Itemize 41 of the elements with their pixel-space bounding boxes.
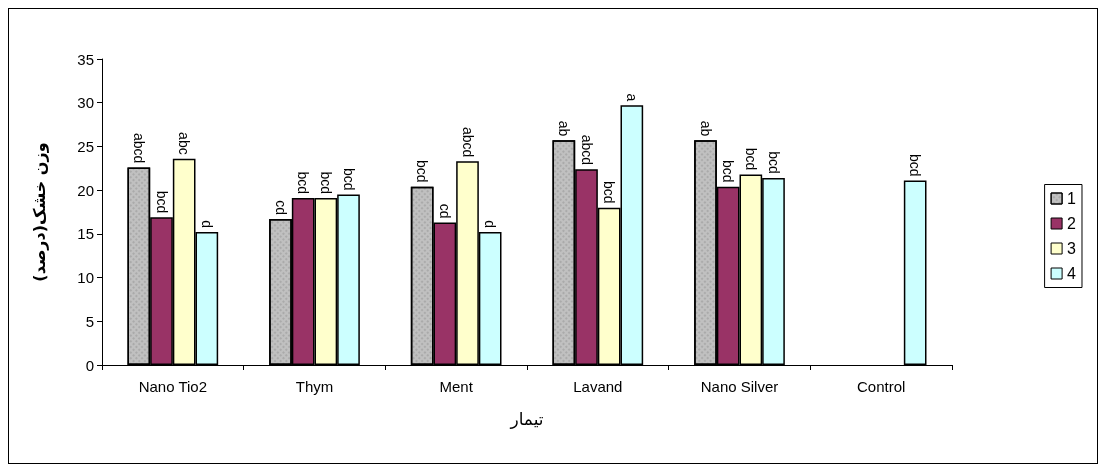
data-label: bcd: [153, 190, 170, 214]
legend-label: 2: [1067, 215, 1077, 232]
x-tick-label: Control: [856, 378, 906, 395]
y-axis-title: وزن خشک(درصد): [29, 142, 49, 282]
data-label: cd: [436, 203, 453, 219]
legend-label: 3: [1067, 240, 1077, 257]
data-label: cd: [272, 200, 289, 215]
data-label: abcd: [578, 134, 595, 166]
data-label: bcd: [414, 160, 431, 183]
x-tick-label: Lavand: [573, 378, 623, 395]
data-label: abcd: [459, 126, 476, 158]
legend-label: 4: [1067, 265, 1077, 282]
data-label: bcd: [295, 171, 312, 195]
data-label: bcd: [601, 181, 618, 204]
x-tick-label: Nano Silver: [700, 378, 779, 395]
y-tick-label: 25: [77, 137, 94, 155]
data-label: ab: [555, 120, 572, 137]
data-label: bcd: [907, 153, 924, 177]
y-tick-label: 20: [77, 181, 94, 199]
data-label: d: [482, 220, 499, 229]
x-tick-label: Ment: [439, 378, 474, 395]
x-tick-label: Nano Tio2: [138, 378, 208, 395]
y-tick-label: 0: [85, 356, 94, 374]
data-label: abcd: [130, 133, 147, 164]
data-label: bcd: [317, 171, 334, 195]
data-label: a: [623, 93, 640, 102]
data-label: bcd: [720, 160, 737, 183]
x-tick-label: Thym: [295, 378, 334, 395]
x-axis-title: تیمار: [509, 408, 544, 429]
y-tick-label: 5: [85, 312, 94, 330]
y-tick-label: 15: [77, 225, 94, 243]
data-label: abc: [176, 132, 193, 155]
data-label: ab: [697, 120, 714, 137]
data-label: bcd: [742, 147, 759, 171]
data-label: bcd: [765, 151, 782, 174]
y-tick-label: 10: [77, 269, 94, 287]
data-label: bcd: [340, 167, 357, 191]
data-label: d: [198, 220, 215, 229]
y-tick-label: 35: [77, 50, 94, 68]
y-tick-label: 30: [77, 94, 94, 112]
legend-label: 1: [1067, 190, 1077, 207]
